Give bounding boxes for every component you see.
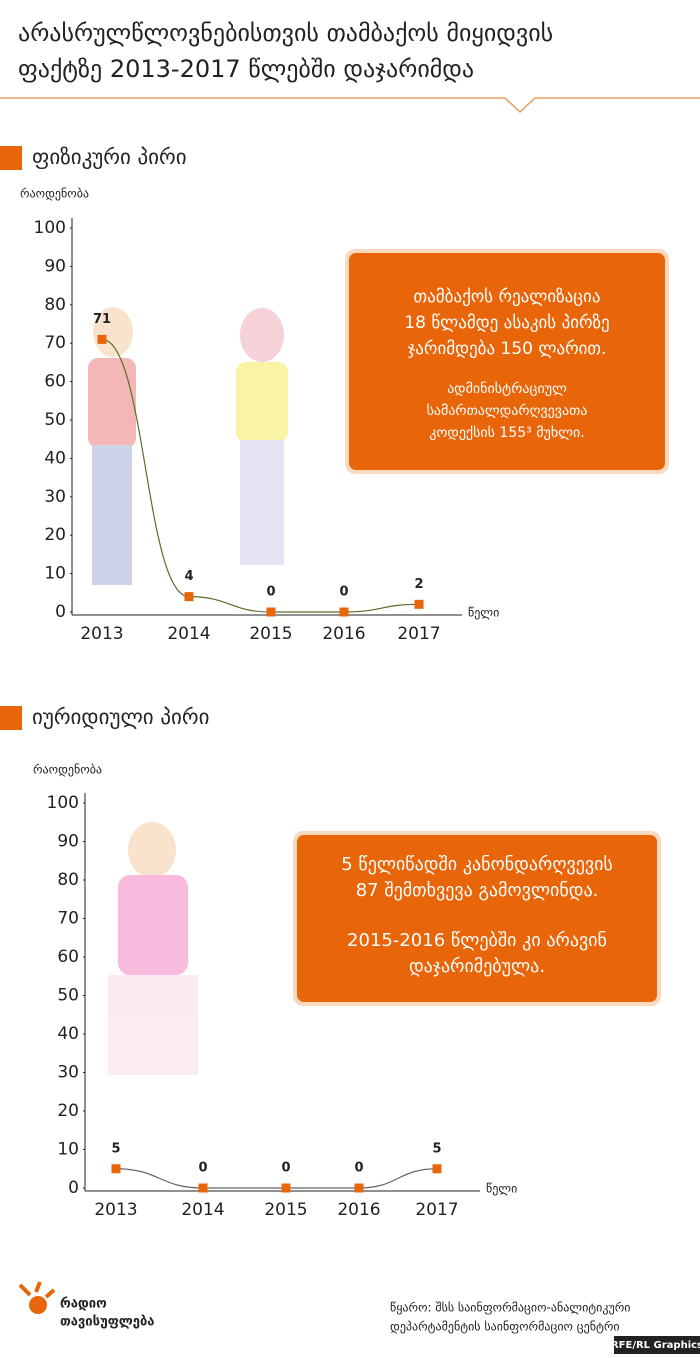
x-axis-label: წელი xyxy=(486,1182,517,1196)
x-tick-label: 2014 xyxy=(167,624,210,644)
y-tick-label: 0 xyxy=(55,602,66,622)
credit: RFE/RL Graphics xyxy=(611,1340,700,1351)
illustration xyxy=(88,307,288,1075)
callout-note: 2015-2016 წლებში კი არავინ xyxy=(347,930,607,951)
x-tick-label: 2014 xyxy=(181,1200,224,1220)
callout-text: 87 შემთხვევა გამოვლინდა. xyxy=(356,880,599,901)
trend-line xyxy=(115,1168,438,1189)
marker xyxy=(281,1183,291,1193)
data-label: 5 xyxy=(111,1141,120,1156)
callout xyxy=(349,253,665,470)
callout-note: დაჯარიმებულა. xyxy=(409,956,545,977)
y-axis-label: რაოდენობა xyxy=(20,187,89,201)
marker xyxy=(354,1183,364,1193)
y-tick-label: 100 xyxy=(34,218,66,238)
data-label: 71 xyxy=(93,312,111,327)
callout-text: 18 წლამდე ასაკის პირზე xyxy=(404,313,609,333)
marker xyxy=(184,592,194,602)
y-tick-label: 10 xyxy=(57,1140,79,1160)
data-label: 0 xyxy=(281,1161,290,1176)
data-label: 0 xyxy=(339,585,348,600)
callout-note: ადმინისტრაციულ xyxy=(447,380,567,397)
y-tick-label: 70 xyxy=(57,909,79,929)
y-tick-label: 80 xyxy=(57,870,79,890)
x-axis-label: წელი xyxy=(468,606,499,620)
chart-title: ფიზიკური პირი xyxy=(32,145,187,169)
y-tick-label: 0 xyxy=(68,1178,79,1198)
marker xyxy=(339,607,349,617)
y-tick-label: 10 xyxy=(44,564,66,584)
x-tick-label: 2017 xyxy=(415,1200,458,1220)
credit-box xyxy=(614,1336,700,1354)
data-label: 0 xyxy=(266,585,275,600)
x-tick-label: 2017 xyxy=(397,624,440,644)
source: დეპარტამენტის საინფორმაციო ცენტრი xyxy=(390,1320,620,1334)
section-marker xyxy=(0,706,22,730)
title-line: არასრულწლოვნებისთვის თამბაქოს მიყიდვის xyxy=(18,19,553,47)
marker xyxy=(432,1164,442,1174)
callout-text: ჯარიმდება 150 ლარით. xyxy=(408,339,607,359)
y-tick-label: 90 xyxy=(44,256,66,276)
y-tick-label: 20 xyxy=(57,1101,79,1121)
x-tick-label: 2016 xyxy=(322,624,365,644)
header-rule xyxy=(0,97,700,114)
y-tick-label: 60 xyxy=(44,372,66,392)
logo-text: რადიო xyxy=(60,1297,107,1312)
data-label: 4 xyxy=(184,569,193,584)
section-marker xyxy=(0,146,22,170)
y-axis-label: რაოდენობა xyxy=(33,763,102,777)
y-tick-label: 30 xyxy=(57,1063,79,1083)
data-label: 5 xyxy=(432,1141,441,1156)
callout-text: 5 წელიწადში კანონდარღვევის xyxy=(341,854,613,875)
x-tick-label: 2013 xyxy=(94,1200,137,1220)
callout xyxy=(297,835,657,1002)
marker xyxy=(97,334,107,344)
x-tick-label: 2015 xyxy=(249,624,292,644)
y-tick-label: 40 xyxy=(44,448,66,468)
x-tick-label: 2015 xyxy=(264,1200,307,1220)
data-label: 0 xyxy=(354,1161,363,1176)
y-tick-label: 80 xyxy=(44,295,66,315)
callout-note: კოდექსის 155³ მუხლი. xyxy=(429,425,585,441)
y-tick-label: 20 xyxy=(44,525,66,545)
x-tick-label: 2016 xyxy=(337,1200,380,1220)
marker xyxy=(414,599,424,609)
logo-mark xyxy=(18,1281,56,1314)
logo-text: თავისუფლება xyxy=(60,1315,154,1330)
marker xyxy=(266,607,276,617)
marker xyxy=(198,1183,208,1193)
chart-title: იურიდიული პირი xyxy=(32,705,209,729)
data-label: 2 xyxy=(414,577,423,592)
y-tick-label: 100 xyxy=(47,793,79,813)
source: წყარო: შსს საინფორმაციო-ანალიტიკური xyxy=(390,1301,631,1315)
y-tick-label: 40 xyxy=(57,1024,79,1044)
x-tick-label: 2013 xyxy=(80,624,123,644)
marker xyxy=(111,1164,121,1174)
y-tick-label: 60 xyxy=(57,947,79,967)
data-label: 0 xyxy=(198,1161,207,1176)
y-tick-label: 70 xyxy=(44,333,66,353)
y-tick-label: 50 xyxy=(57,986,79,1006)
callout-note: სამართალდარღვევათა xyxy=(427,402,588,419)
title-line: ფაქტზე 2013-2017 წლებში დაჯარიმდა xyxy=(18,55,474,83)
callout-text: თამბაქოს რეალიზაცია xyxy=(414,287,601,307)
y-tick-label: 50 xyxy=(44,410,66,430)
y-tick-label: 30 xyxy=(44,487,66,507)
trend-line xyxy=(101,338,420,613)
y-tick-label: 90 xyxy=(57,832,79,852)
